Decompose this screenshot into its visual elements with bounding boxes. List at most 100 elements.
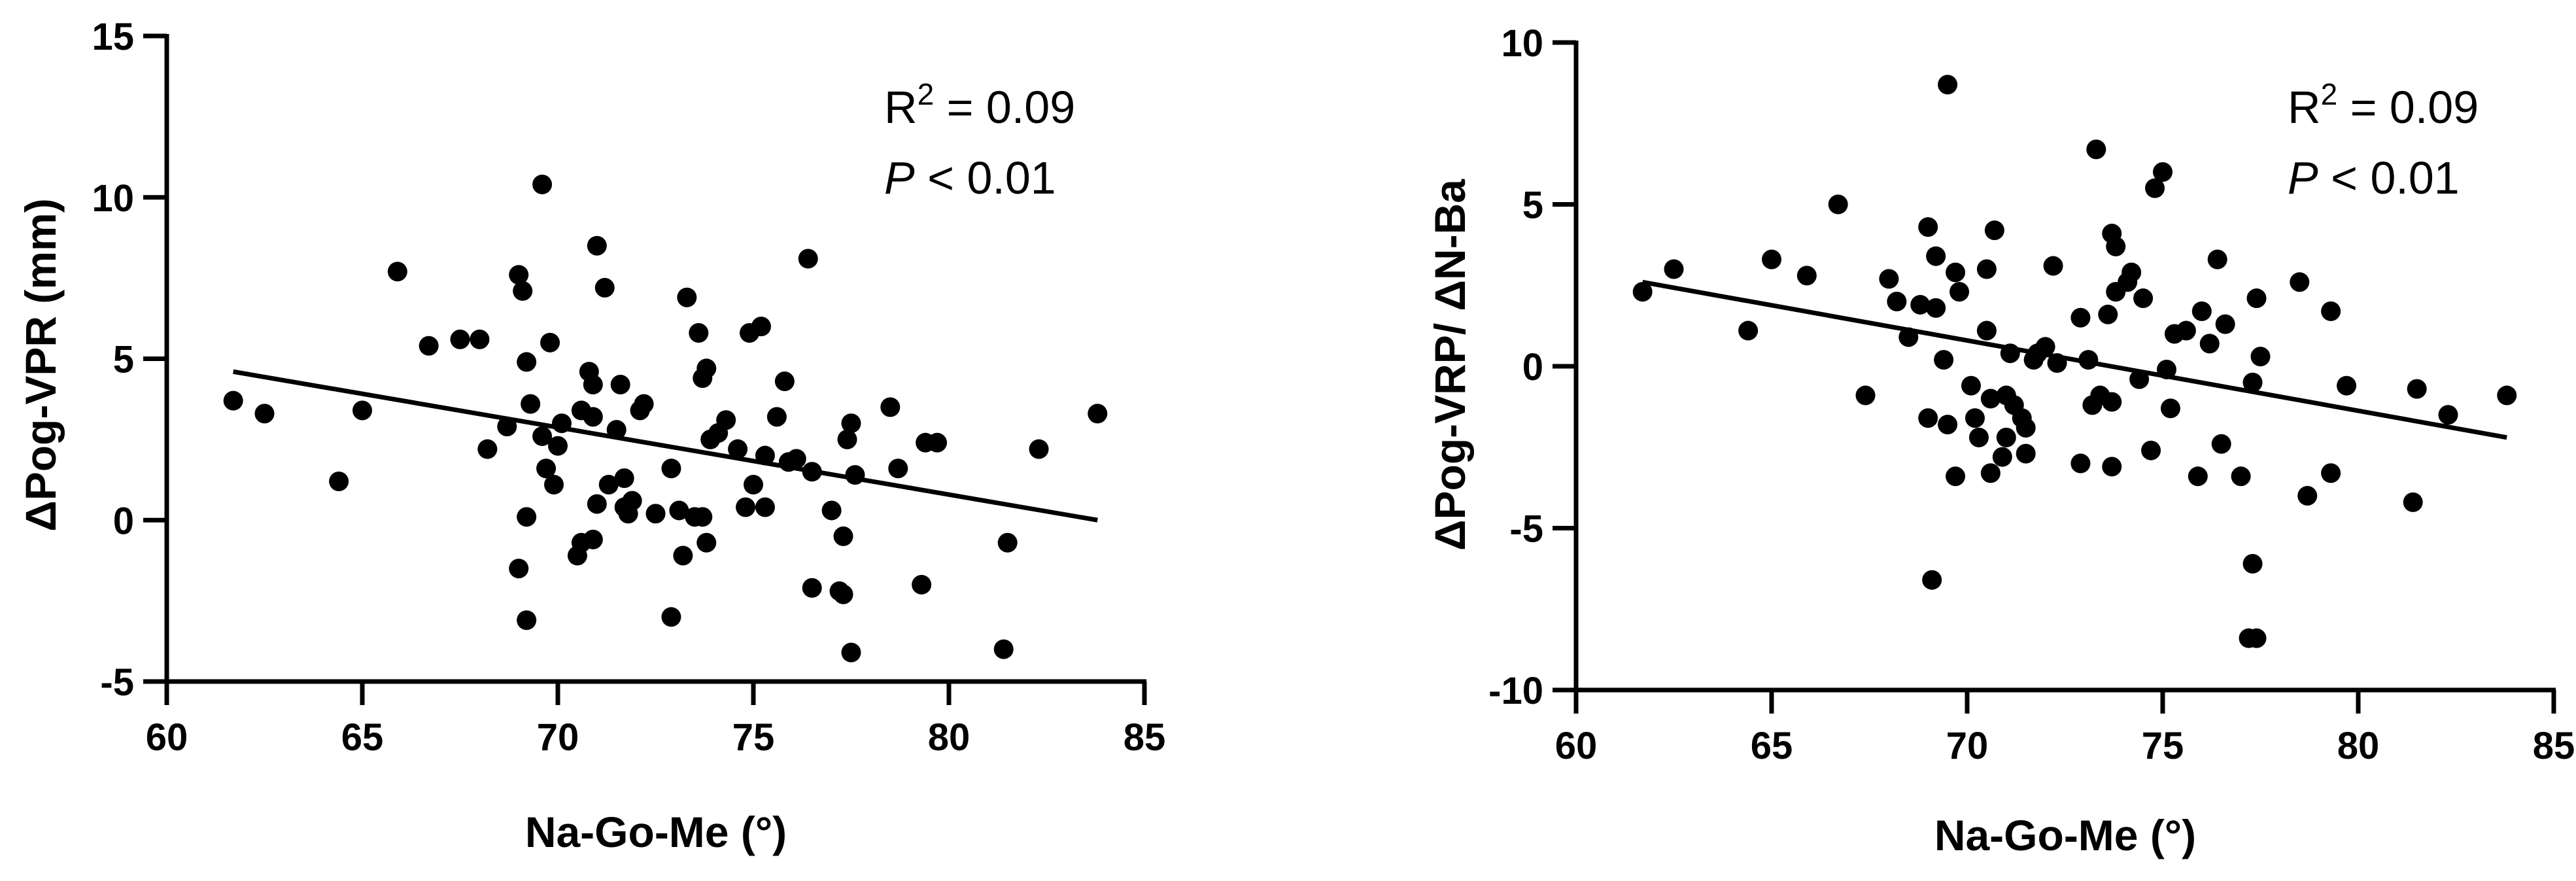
- data-point: [2160, 398, 2180, 419]
- data-point: [1879, 269, 1899, 289]
- data-point: [536, 458, 557, 479]
- data-point: [2199, 334, 2220, 354]
- y-axis-ticks: -5 0 5 10 15: [92, 16, 167, 704]
- data-point: [509, 559, 529, 579]
- data-point: [728, 439, 748, 459]
- data-point: [587, 235, 607, 256]
- data-point: [509, 265, 529, 285]
- data-point: [2016, 443, 2036, 464]
- data-point: [1887, 292, 1907, 311]
- data-point: [837, 429, 857, 449]
- data-point: [1632, 282, 1653, 302]
- data-point: [1980, 389, 2001, 409]
- data-point: [645, 504, 666, 524]
- data-point: [833, 526, 853, 546]
- data-point: [786, 449, 806, 469]
- data-point: [1934, 350, 1954, 370]
- data-point: [693, 507, 713, 527]
- data-point: [2337, 375, 2357, 396]
- data-point: [766, 407, 787, 427]
- x-tick-label: 65: [1751, 725, 1793, 767]
- data-point: [477, 439, 498, 459]
- data-point: [254, 404, 275, 424]
- x-tick-label: 85: [1124, 716, 1166, 759]
- y-tick-label: 5: [113, 339, 134, 381]
- data-point: [2102, 392, 2122, 412]
- y-tick-label: -10: [1488, 670, 1543, 712]
- data-point: [2043, 256, 2063, 276]
- y-tick-label: -5: [1509, 508, 1543, 551]
- data-point: [888, 458, 908, 479]
- data-point: [833, 584, 853, 604]
- x-axis-title: Na-Go-Me (°): [525, 808, 787, 856]
- data-point: [927, 432, 948, 453]
- data-point: [1926, 246, 1946, 266]
- data-point: [1796, 266, 1817, 286]
- data-point: [2176, 320, 2196, 341]
- data-point: [774, 371, 795, 392]
- data-point: [716, 410, 736, 430]
- regression-line: [233, 369, 1098, 523]
- data-points: [223, 175, 1108, 663]
- data-point: [2246, 628, 2267, 648]
- data-point: [532, 426, 553, 446]
- data-point: [634, 394, 654, 414]
- data-point: [1738, 320, 1759, 341]
- scatter-panel-right: -10 -5 0 5 10 60 65 70 75 80 85 Na-Go-Me (°) ΔPog…: [1426, 22, 2575, 859]
- data-point: [802, 578, 822, 598]
- data-point: [2246, 288, 2267, 309]
- data-point: [1961, 375, 1981, 396]
- y-tick-label: 10: [1501, 22, 1543, 65]
- data-point: [1992, 447, 2012, 467]
- data-point: [2321, 463, 2341, 483]
- data-point: [997, 532, 1018, 553]
- regression-line: [1642, 279, 2507, 440]
- x-tick-label: 70: [537, 716, 579, 759]
- data-point: [1664, 259, 1684, 279]
- x-tick-label: 60: [1555, 725, 1598, 767]
- data-point: [1984, 220, 2004, 241]
- data-point: [587, 494, 607, 514]
- data-point: [1996, 427, 2016, 447]
- x-tick-label: 85: [2533, 725, 2575, 767]
- x-axis-ticks: 60 65 70 75 80 85: [1555, 690, 2575, 767]
- y-tick-label: 10: [92, 177, 134, 220]
- data-point: [2191, 301, 2212, 321]
- data-point: [661, 458, 681, 479]
- data-point: [2215, 314, 2235, 334]
- data-point: [1938, 415, 1958, 435]
- data-point: [1088, 404, 1108, 424]
- data-point: [1762, 249, 1781, 269]
- data-point: [821, 500, 842, 521]
- data-point: [2016, 418, 2036, 438]
- data-point: [2407, 379, 2427, 399]
- data-point: [544, 474, 564, 494]
- p-value-label: P < 0.01: [2288, 152, 2460, 203]
- data-point: [1922, 570, 1942, 590]
- x-tick-label: 70: [1946, 725, 1989, 767]
- data-point: [2438, 405, 2458, 425]
- data-point: [677, 287, 697, 307]
- data-point: [2098, 304, 2118, 324]
- data-point: [583, 529, 603, 549]
- data-point: [880, 397, 901, 417]
- data-point: [517, 507, 537, 527]
- data-point: [841, 642, 861, 663]
- data-point: [1938, 75, 1958, 95]
- data-point: [2321, 301, 2341, 321]
- y-tick-label: 0: [113, 500, 134, 542]
- data-point: [2497, 385, 2517, 406]
- data-point: [751, 317, 771, 337]
- y-tick-label: 5: [1522, 184, 1543, 227]
- x-tick-label: 80: [928, 716, 970, 759]
- data-point: [532, 175, 553, 195]
- data-point: [1029, 439, 1049, 459]
- data-point: [1968, 427, 1989, 447]
- data-point: [1910, 294, 1931, 315]
- data-point: [2290, 272, 2310, 292]
- y-tick-label: 0: [1522, 346, 1543, 389]
- data-point: [223, 390, 243, 411]
- data-point: [673, 545, 693, 566]
- data-point: [993, 639, 1014, 659]
